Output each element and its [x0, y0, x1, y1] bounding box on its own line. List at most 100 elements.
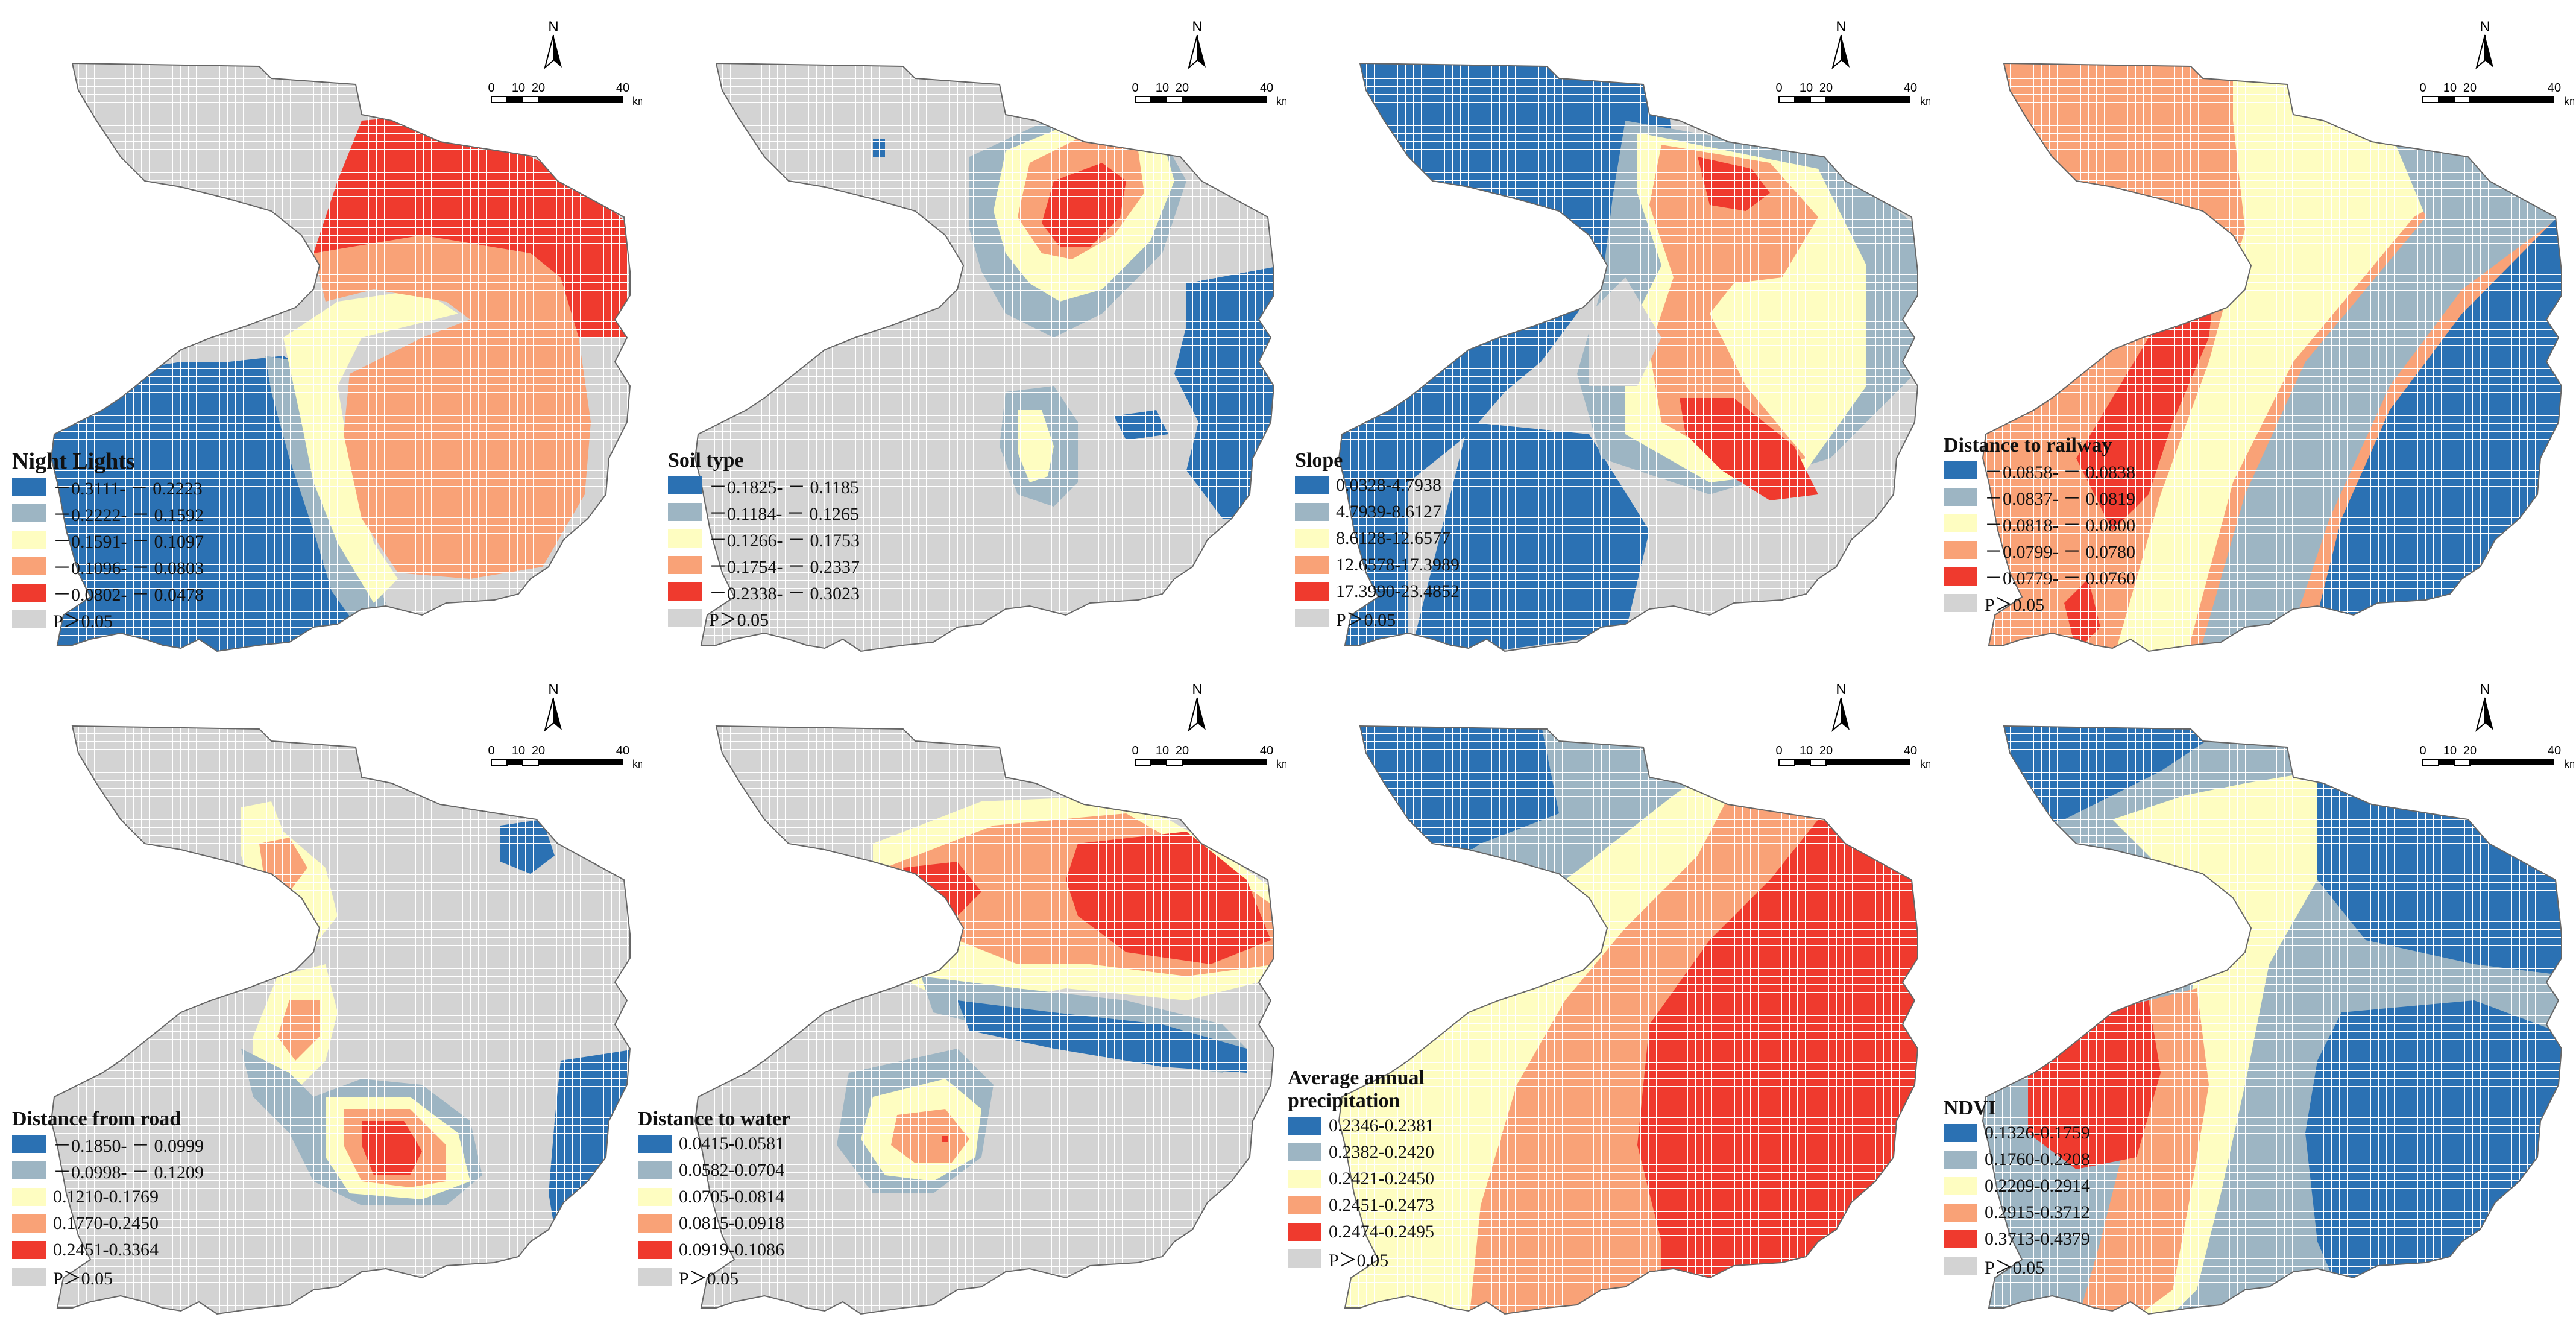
svg-text:20: 20: [1819, 744, 1833, 757]
svg-text:10: 10: [1156, 744, 1169, 757]
legend: Average annual precipitation 0.2346-0.23…: [1288, 1067, 1434, 1272]
legend-item: －0.0998- － 0.1209: [12, 1157, 204, 1184]
svg-text:km: km: [1920, 758, 1930, 770]
svg-text:20: 20: [1176, 81, 1189, 95]
legend-item: 0.2474-0.2495: [1288, 1219, 1434, 1245]
map-panel-distance-to-water: N 0 10 20 40 km Distance to water 0.0415…: [638, 663, 1288, 1325]
map-distance-to-railway: [1982, 63, 2562, 652]
legend-item: 8.6128-12.6577: [1295, 525, 1460, 552]
svg-text:0: 0: [1132, 744, 1138, 757]
legend-title: Average annual: [1288, 1067, 1425, 1089]
map-distance-to-water: [694, 725, 1274, 1315]
svg-text:10: 10: [512, 81, 525, 95]
map-soil-type: [694, 63, 1274, 652]
legend-item: P＞0.05: [668, 605, 860, 631]
legend-title: Distance to railway: [1944, 434, 2112, 456]
svg-text:20: 20: [2463, 81, 2477, 95]
legend: Distance to railway －0.0858- － 0.0838 －0…: [1944, 434, 2135, 616]
svg-text:0: 0: [1775, 81, 1782, 95]
svg-text:km: km: [2564, 95, 2574, 107]
svg-text:40: 40: [616, 81, 629, 95]
legend-title: Slope: [1295, 449, 1343, 472]
svg-text:40: 40: [1904, 744, 1917, 757]
north-arrow-icon: N: [1188, 681, 1206, 732]
legend-item: 0.0415-0.0581: [638, 1131, 790, 1157]
legend-item: 4.7939-8.6127: [1295, 499, 1460, 525]
north-label: N: [1192, 19, 1202, 35]
svg-text:40: 40: [1260, 81, 1273, 95]
scale-bar: 0 10 20 40 km: [1775, 81, 1930, 107]
svg-text:20: 20: [532, 744, 545, 757]
map-average-annual-precipitation: [1338, 725, 1918, 1315]
svg-text:km: km: [1276, 758, 1286, 770]
legend: Distance from road －0.1850- － 0.0999 －0.…: [12, 1108, 204, 1290]
legend-item: －0.1184- － 0.1265: [668, 499, 860, 525]
north-arrow-icon: N: [1831, 19, 1850, 69]
north-label: N: [2480, 681, 2490, 698]
north-arrow-icon: N: [544, 681, 562, 732]
map-panel-distance-from-road: N 0 10 20 40 km Distance from road －0.18…: [0, 663, 644, 1325]
legend-item: 0.1326-0.1759: [1944, 1120, 2090, 1146]
map-night-lights: [51, 63, 631, 652]
map-panel-soil-type: N 0 10 20 40 km Soil type －0.1825- － 0.1…: [644, 0, 1288, 663]
map-panel-distance-to-railway: N 0 10 20 40 km Distance to railway －0.0…: [1932, 0, 2575, 663]
svg-text:20: 20: [532, 81, 545, 95]
map-distance-from-road: [51, 725, 631, 1315]
svg-text:km: km: [1276, 95, 1286, 107]
scale-bar: 0 10 20 40 km: [1132, 81, 1286, 107]
legend-item: 0.2451-0.3364: [12, 1237, 204, 1263]
svg-text:40: 40: [1260, 744, 1273, 757]
svg-text:10: 10: [512, 744, 525, 757]
svg-text:40: 40: [1904, 81, 1917, 95]
north-arrow-icon: N: [2475, 681, 2493, 732]
legend-item: 0.2421-0.2450: [1288, 1166, 1434, 1192]
north-label: N: [2480, 19, 2490, 35]
legend-item: 0.0815-0.0918: [638, 1210, 790, 1237]
north-arrow-icon: N: [1831, 681, 1850, 732]
svg-text:km: km: [632, 95, 642, 107]
legend-item: 0.2451-0.2473: [1288, 1192, 1434, 1219]
map-panel-night-lights: N 0 10 20 40 km Night Lights －0.3111- － …: [0, 0, 644, 663]
svg-text:0: 0: [1775, 744, 1782, 757]
legend-item: 0.0705-0.0814: [638, 1184, 790, 1210]
svg-text:km: km: [632, 758, 642, 770]
legend-title: Night Lights: [12, 449, 135, 474]
legend-item: 0.0328-4.7938: [1295, 472, 1460, 499]
legend-item: 0.2382-0.2420: [1288, 1139, 1434, 1166]
legend-title: Soil type: [668, 449, 744, 472]
legend-item: P＞0.05: [1944, 590, 2135, 616]
legend-title: precipitation: [1288, 1090, 1400, 1112]
svg-text:10: 10: [1800, 744, 1813, 757]
north-arrow-icon: N: [1188, 19, 1206, 69]
map-panel-ndvi: N 0 10 20 40 km NDVI 0.1326-0.1759 0.176…: [1932, 663, 2575, 1325]
legend-item: P＞0.05: [12, 606, 204, 633]
legend-item: －0.0802- － 0.0478: [12, 579, 204, 606]
legend-item: －0.0818- － 0.0800: [1944, 510, 2135, 537]
map-panel-average-annual-precipitation: N 0 10 20 40 km Average annual precipita…: [1288, 663, 1932, 1325]
legend-item: －0.1591- － 0.1097: [12, 526, 204, 553]
svg-text:km: km: [1920, 95, 1930, 107]
north-label: N: [548, 19, 558, 35]
scale-bar: 0 10 20 40 km: [1132, 744, 1286, 770]
legend-item: －0.1266- － 0.1753: [668, 525, 860, 552]
scale-bar: 0 10 20 40 km: [2419, 81, 2574, 107]
svg-text:20: 20: [1819, 81, 1833, 95]
map-panel-slope: N 0 10 20 40 km Slope 0.0328-4.7938 4.79…: [1288, 0, 1932, 663]
legend-title: Distance to water: [638, 1108, 791, 1130]
scale-bar: 0 10 20 40 km: [488, 744, 642, 770]
svg-text:km: km: [2564, 758, 2574, 770]
legend-item: －0.1825- － 0.1185: [668, 472, 860, 499]
legend-item: －0.1850- － 0.0999: [12, 1131, 204, 1157]
legend-item: 0.1210-0.1769: [12, 1184, 204, 1210]
legend-item: 17.3990-23.4852: [1295, 578, 1460, 605]
legend-item: －0.0779- － 0.0760: [1944, 563, 2135, 590]
svg-text:0: 0: [488, 81, 494, 95]
legend-title: NDVI: [1944, 1097, 1996, 1119]
svg-text:40: 40: [2548, 744, 2561, 757]
legend-item: 0.0919-0.1086: [638, 1237, 790, 1263]
north-label: N: [548, 681, 558, 698]
legend-item: －0.2222- － 0.1592: [12, 500, 204, 526]
north-arrow-icon: N: [544, 19, 562, 69]
legend-item: P＞0.05: [1295, 605, 1460, 631]
legend-item: －0.1096- － 0.0803: [12, 553, 204, 579]
